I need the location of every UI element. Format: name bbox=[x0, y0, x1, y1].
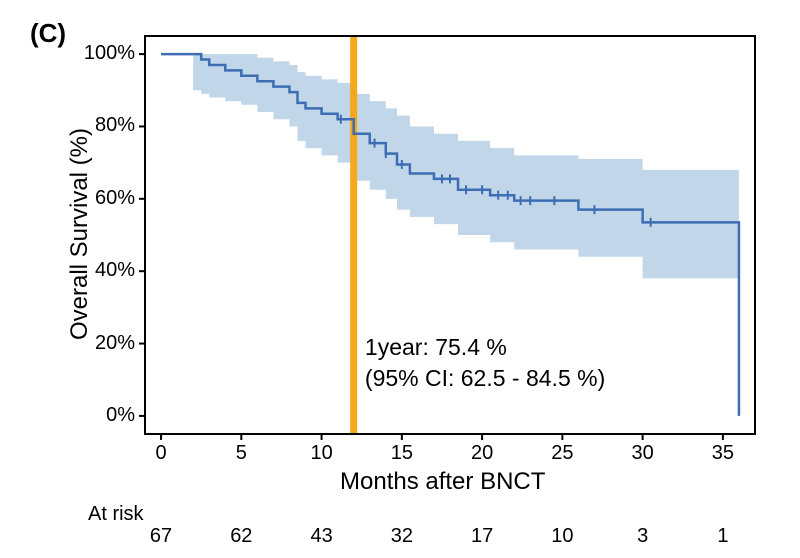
y-tick-label: 80% bbox=[75, 114, 135, 137]
annotation-line1: 1year: 75.4 % bbox=[365, 334, 507, 360]
at-risk-value: 62 bbox=[216, 525, 266, 548]
x-tick-label: 25 bbox=[542, 442, 582, 465]
at-risk-value: 17 bbox=[457, 525, 507, 548]
y-tick-label: 60% bbox=[75, 187, 135, 210]
at-risk-value: 43 bbox=[297, 525, 347, 548]
y-tick-label: 100% bbox=[75, 42, 135, 65]
at-risk-label: At risk bbox=[88, 503, 144, 526]
x-tick-label: 10 bbox=[302, 442, 342, 465]
y-tick-label: 0% bbox=[75, 404, 135, 427]
x-tick-label: 0 bbox=[141, 442, 181, 465]
x-tick-label: 35 bbox=[703, 442, 743, 465]
x-tick-label: 15 bbox=[382, 442, 422, 465]
x-tick-label: 30 bbox=[623, 442, 663, 465]
at-risk-value: 67 bbox=[136, 525, 186, 548]
x-tick-label: 5 bbox=[221, 442, 261, 465]
annotation-line2: (95% CI: 62.5 - 84.5 %) bbox=[365, 365, 605, 391]
x-tick-label: 20 bbox=[462, 442, 502, 465]
at-risk-value: 3 bbox=[618, 525, 668, 548]
y-tick-label: 20% bbox=[75, 332, 135, 355]
at-risk-value: 32 bbox=[377, 525, 427, 548]
y-tick-label: 40% bbox=[75, 259, 135, 282]
at-risk-value: 1 bbox=[698, 525, 748, 548]
at-risk-value: 10 bbox=[537, 525, 587, 548]
x-axis-label: Months after BNCT bbox=[340, 468, 545, 496]
annotation-1yr: 1year: 75.4 % (95% CI: 62.5 - 84.5 %) bbox=[365, 332, 605, 394]
